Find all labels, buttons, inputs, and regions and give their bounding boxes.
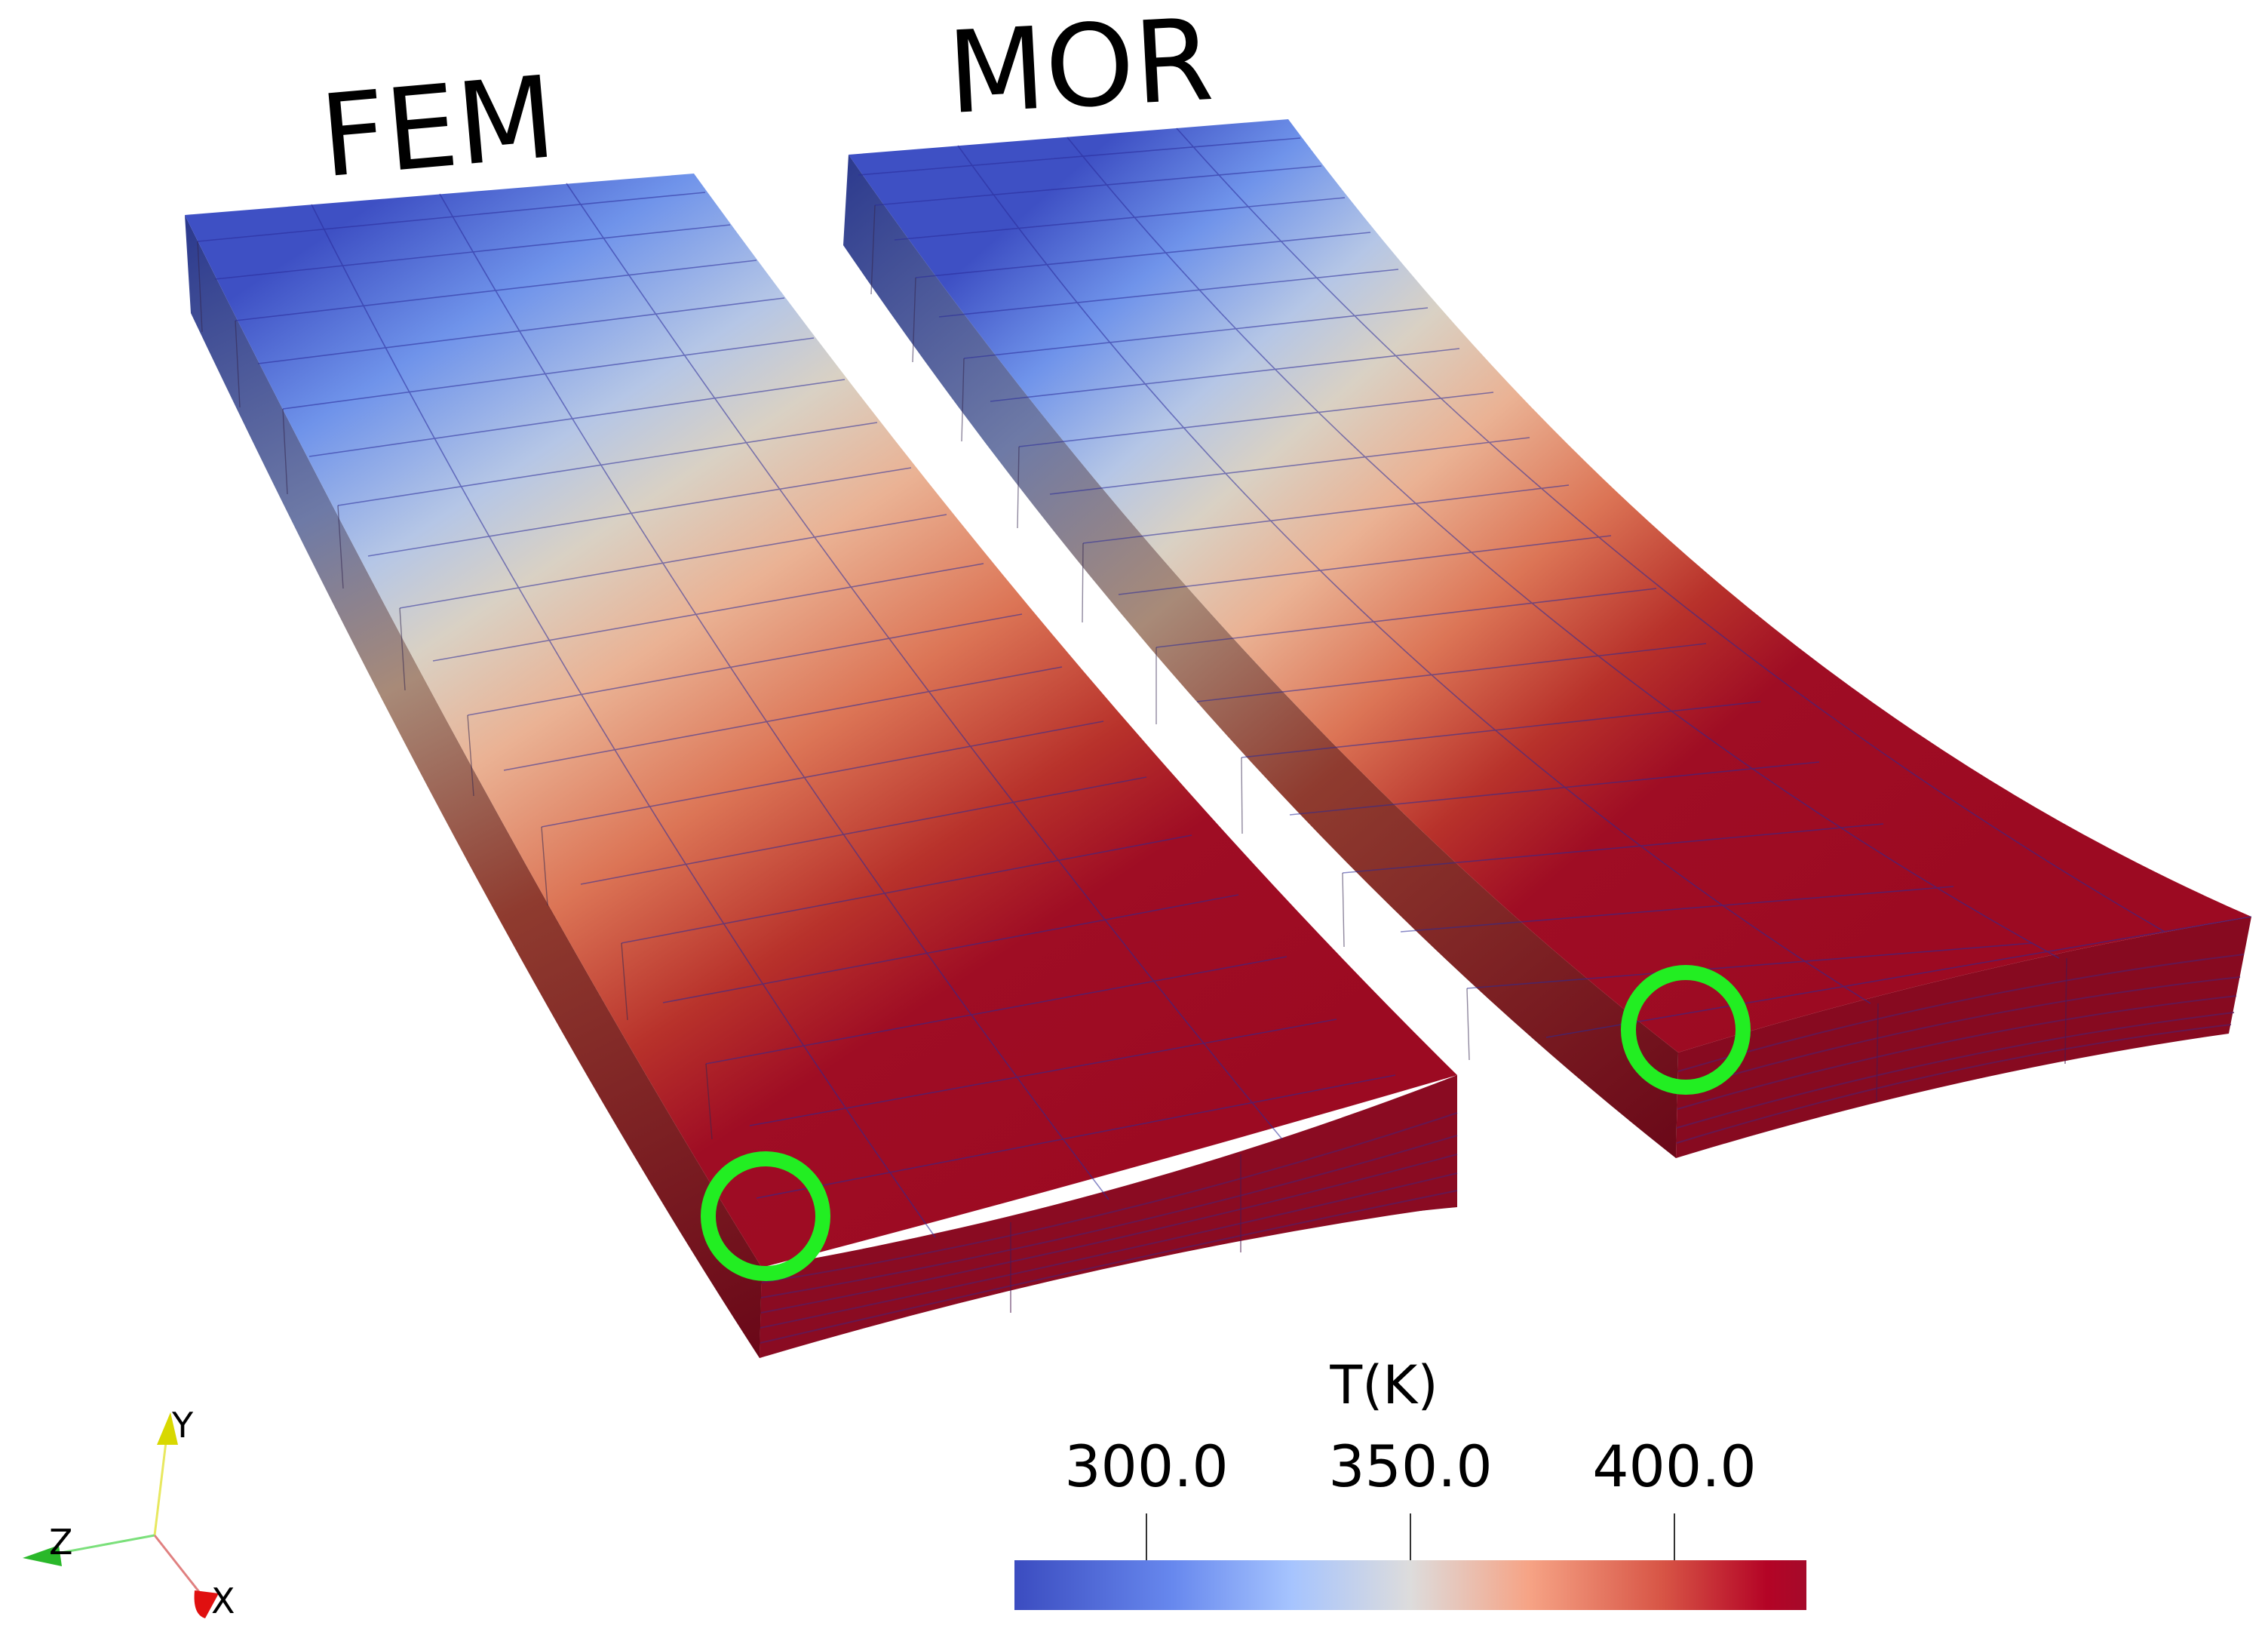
colorbar-title: T(K): [1329, 1354, 1438, 1416]
mor-top-surface: [849, 119, 2251, 1052]
mor-side-lines: [870, 204, 1470, 1061]
fem-side-lines: [197, 241, 713, 1140]
x-axis-line: [153, 1535, 204, 1596]
fem-front-verticals: [1010, 1154, 1241, 1313]
mor-mesh-grid: [858, 128, 2252, 1038]
z-axis-arrow-icon: [23, 1545, 62, 1566]
orientation-axes: Y Z X: [23, 1405, 235, 1621]
colorbar-gradient: [1014, 1560, 1806, 1610]
mor-layer-lines: [1676, 954, 2245, 1144]
mor-label: MOR: [944, 0, 1216, 140]
mor-highlight-ring: [1621, 965, 1751, 1095]
fem-front-face-fill: [760, 1075, 1457, 1358]
z-axis-line: [52, 1534, 155, 1556]
mor-side-face: [843, 155, 1678, 1158]
mor-beam: [843, 119, 2252, 1158]
y-axis-label: Y: [171, 1405, 194, 1446]
fem-beam: [185, 174, 1458, 1358]
colorbar: T(K) 300.0 350.0 400.0: [1014, 1354, 1806, 1610]
mor-front-face: [1676, 917, 2251, 1158]
fem-layer-lines: [760, 1112, 1458, 1344]
colorbar-tick-label: 400.0: [1592, 1433, 1757, 1500]
fem-top-surface: [185, 174, 1457, 1268]
y-axis-line: [153, 1429, 169, 1536]
fem-mesh-grid: [197, 183, 1396, 1238]
fem-highlight-ring: [701, 1151, 830, 1281]
y-axis-arrow-icon: [157, 1412, 178, 1445]
colorbar-tick-label: 350.0: [1328, 1433, 1493, 1500]
x-axis-label: X: [211, 1581, 235, 1621]
colorbar-ticks: 300.0 350.0 400.0: [1064, 1433, 1757, 1560]
colorbar-tick-label: 300.0: [1064, 1433, 1229, 1500]
x-axis-arrow-icon: [194, 1590, 219, 1618]
fem-label: FEM: [315, 52, 560, 203]
z-axis-label: Z: [49, 1522, 73, 1562]
mor-front-verticals: [1876, 957, 2067, 1102]
